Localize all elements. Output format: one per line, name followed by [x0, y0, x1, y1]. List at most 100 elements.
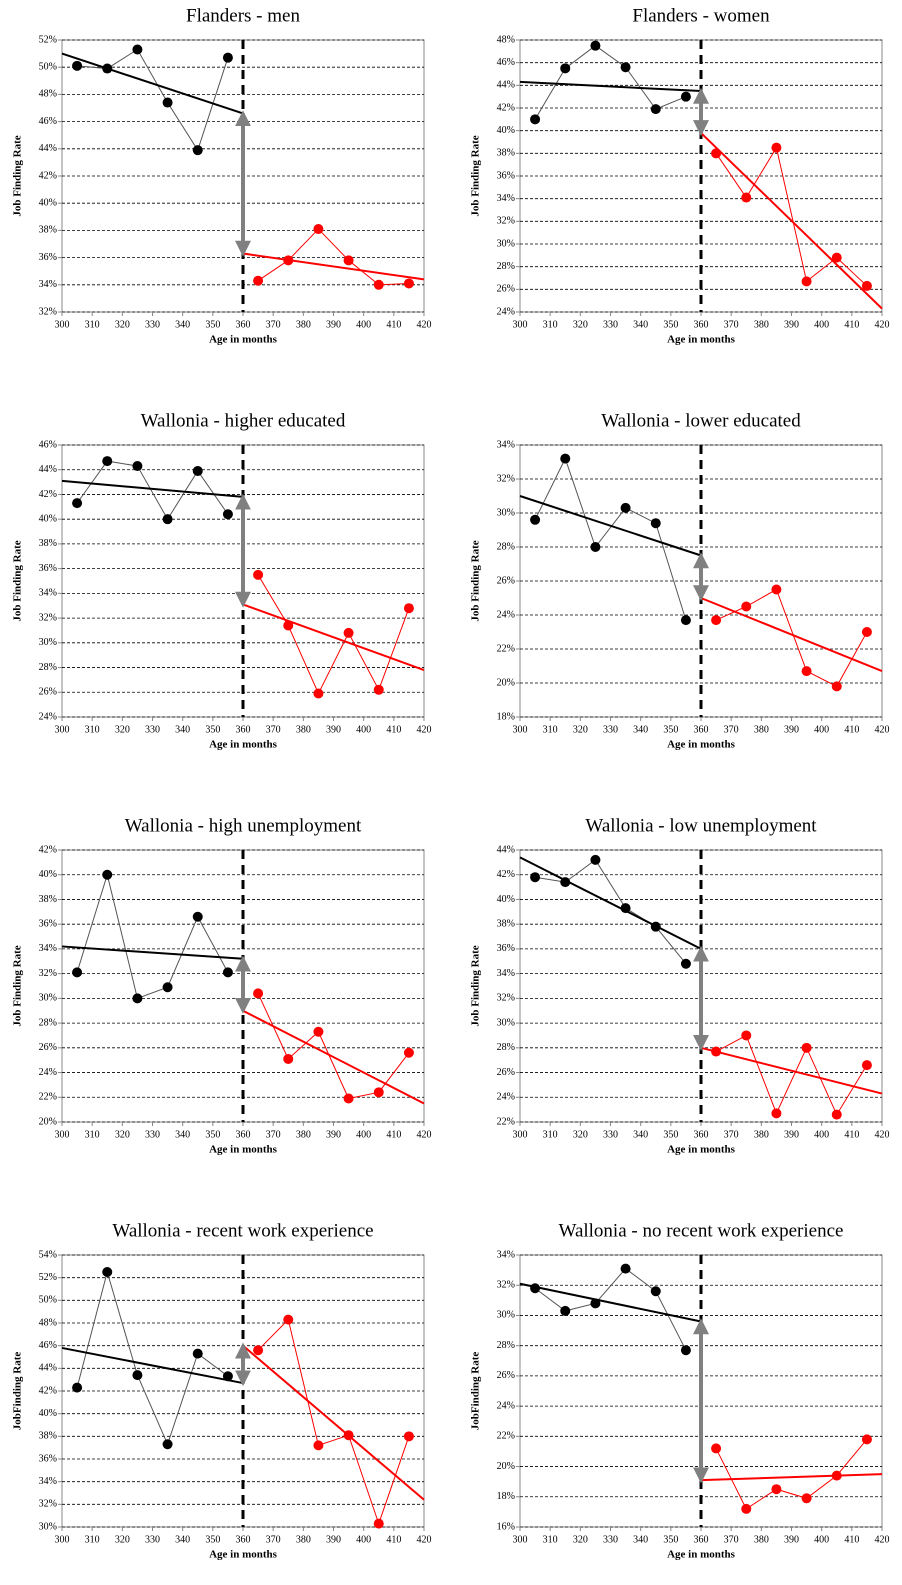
x-tick-label: 360: [236, 319, 251, 330]
chart-title: Flanders - men: [186, 5, 300, 26]
x-tick-label: 410: [844, 724, 859, 735]
x-tick-label: 370: [266, 1129, 281, 1140]
trend-line: [61, 1346, 244, 1385]
y-tick-label: 42%: [39, 1385, 57, 1396]
x-tick-label: 390: [326, 319, 341, 330]
data-line: [534, 457, 687, 621]
y-tick-label: 24%: [39, 711, 57, 722]
y-tick-label: 24%: [497, 1092, 515, 1103]
trend-line: [242, 1344, 425, 1501]
data-point: [530, 514, 541, 525]
x-tick-label: 300: [513, 724, 528, 735]
trend-line: [61, 479, 244, 498]
x-axis-label: Age in months: [209, 1549, 278, 1561]
x-axis-label: Age in months: [209, 1144, 278, 1156]
data-point: [253, 569, 264, 580]
x-tick-label: 420: [417, 1129, 432, 1140]
y-tick-label: 40%: [39, 197, 57, 208]
x-tick-label: 320: [115, 319, 130, 330]
data-point: [162, 982, 173, 993]
x-tick-label: 360: [236, 1129, 251, 1140]
x-tick-label: 320: [115, 1129, 130, 1140]
data-point: [620, 62, 631, 73]
y-tick-label: 48%: [497, 34, 515, 45]
data-point: [403, 1431, 414, 1442]
x-tick-label: 360: [694, 1129, 709, 1140]
data-point: [711, 1443, 722, 1454]
y-tick-label: 46%: [39, 116, 57, 127]
x-tick-label: 400: [356, 724, 371, 735]
data-line: [715, 146, 868, 287]
trend-line: [519, 80, 702, 92]
x-tick-label: 420: [417, 319, 432, 330]
y-tick-label: 48%: [39, 89, 57, 100]
y-tick-label: 38%: [39, 894, 57, 905]
x-tick-label: 310: [85, 319, 100, 330]
y-tick-label: 38%: [497, 918, 515, 929]
data-point: [530, 872, 541, 883]
data-point: [801, 666, 812, 677]
x-tick-label: 320: [573, 724, 588, 735]
y-tick-label: 30%: [497, 507, 515, 518]
data-line: [257, 993, 410, 1100]
x-tick-label: 360: [694, 1534, 709, 1545]
data-point: [283, 620, 294, 631]
data-point: [343, 627, 354, 638]
data-point: [680, 1345, 691, 1356]
x-tick-label: 390: [326, 1534, 341, 1545]
data-point: [861, 280, 872, 291]
y-tick-label: 28%: [39, 1017, 57, 1028]
y-tick-label: 36%: [39, 918, 57, 929]
x-tick-label: 320: [573, 1534, 588, 1545]
x-tick-label: 300: [513, 319, 528, 330]
y-tick-label: 38%: [39, 1431, 57, 1442]
trend-line: [700, 597, 883, 673]
data-line: [257, 228, 409, 286]
x-tick-label: 350: [205, 1129, 220, 1140]
chart: Wallonia - no recent work experience 16% 1…: [470, 1220, 890, 1560]
y-axis-label: Job Finding Rate: [470, 135, 482, 216]
chart: Wallonia - lower educated 18% 20% 22% 24% 26%…: [470, 410, 890, 750]
data-line: [715, 588, 868, 688]
data-line: [534, 45, 687, 120]
y-tick-label: 34%: [39, 943, 57, 954]
data-point: [72, 60, 83, 71]
data-point: [403, 278, 414, 289]
y-tick-label: 30%: [497, 1017, 515, 1028]
data-point: [253, 1345, 264, 1356]
trend-line: [700, 1046, 883, 1095]
y-tick-label: 42%: [497, 102, 515, 113]
data-point: [590, 854, 601, 865]
data-point: [222, 967, 233, 978]
y-tick-label: 46%: [39, 439, 57, 450]
y-tick-label: 44%: [39, 143, 57, 154]
y-tick-label: 50%: [39, 61, 57, 72]
data-point: [192, 145, 203, 156]
trend-line: [61, 52, 244, 115]
y-tick-label: 32%: [39, 306, 57, 317]
data-point: [132, 1370, 143, 1381]
y-tick-label: 54%: [39, 1249, 57, 1260]
y-tick-label: 42%: [497, 869, 515, 880]
y-tick-label: 48%: [39, 1317, 57, 1328]
data-point: [222, 509, 233, 520]
y-tick-label: 32%: [39, 968, 57, 979]
data-point: [590, 542, 601, 552]
data-point: [313, 224, 324, 235]
x-tick-label: 330: [145, 1129, 160, 1140]
x-tick-label: 340: [633, 1129, 648, 1140]
data-point: [102, 1267, 113, 1277]
y-axis-label: Job Finding Rate: [12, 135, 24, 216]
x-tick-label: 370: [266, 1534, 281, 1545]
data-point: [771, 1484, 782, 1495]
x-tick-label: 310: [543, 319, 558, 330]
x-tick-label: 380: [754, 319, 769, 330]
y-tick-label: 28%: [497, 1340, 515, 1351]
x-tick-label: 420: [875, 319, 890, 330]
x-tick-label: 380: [296, 319, 311, 330]
data-point: [72, 967, 83, 978]
x-tick-label: 330: [603, 724, 618, 735]
y-tick-label: 32%: [497, 473, 515, 484]
data-point: [801, 1042, 812, 1053]
x-tick-label: 300: [55, 319, 70, 330]
